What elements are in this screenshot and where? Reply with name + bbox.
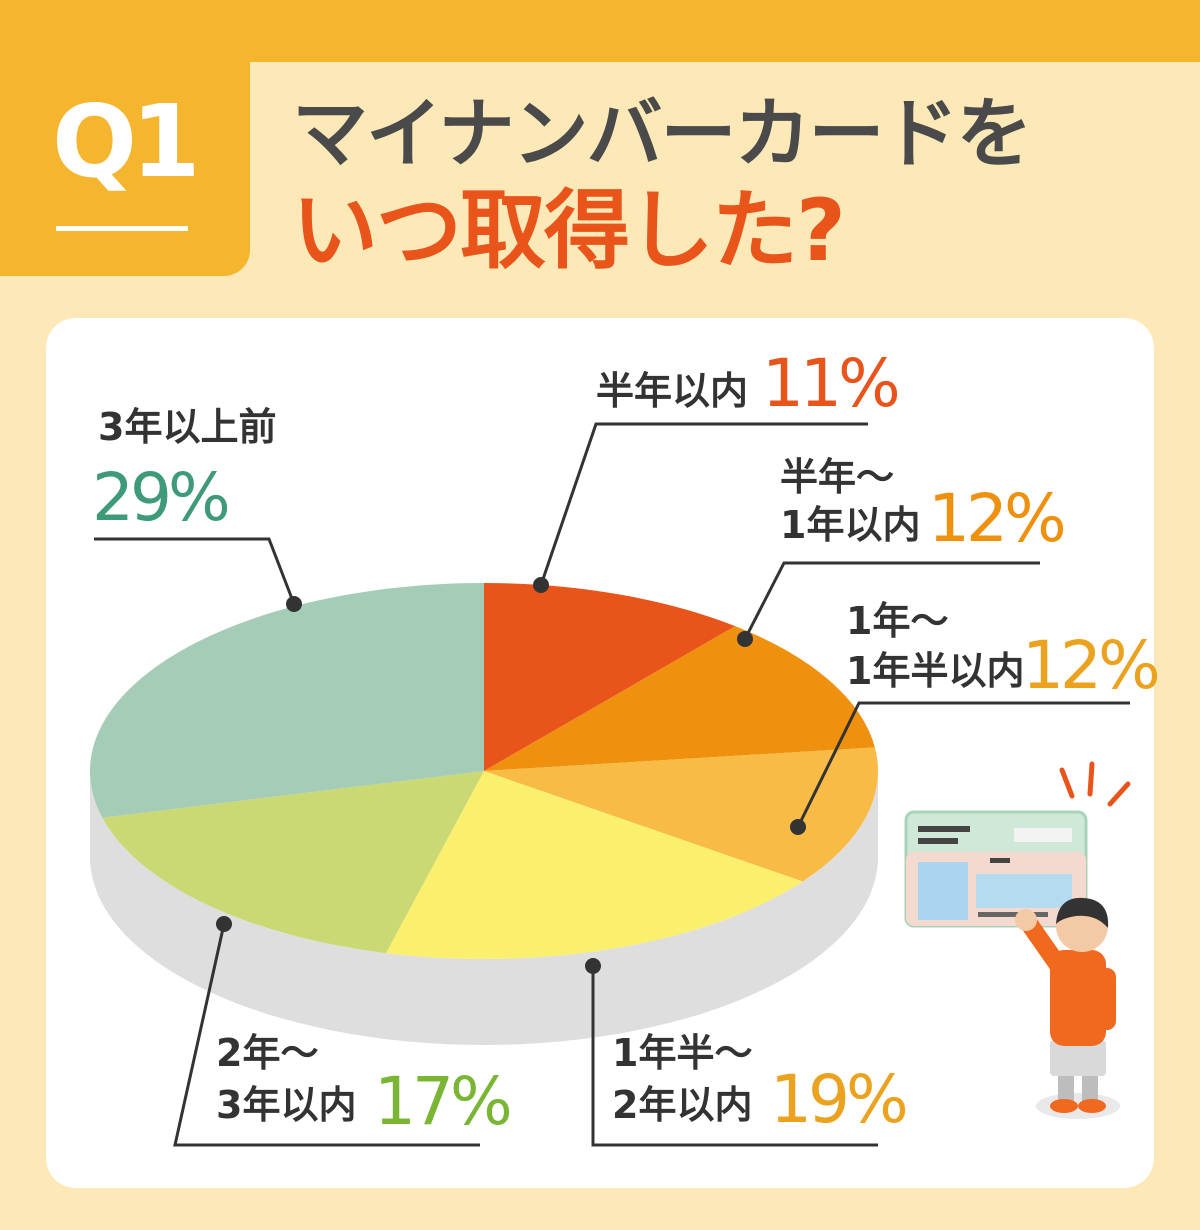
percent-label-half-year: 11% [762,345,898,422]
pie-side [90,771,878,1045]
pie-slice-1-to-1-5-years [484,747,878,882]
percent-label-2-to-3-years: 17% [374,1063,510,1140]
category-label-1-to-1-5-years-2: 1年半以内 [846,649,1024,693]
category-label-half-to-1-year-2: 1年以内 [780,503,920,547]
percent-label-half-to-1-year: 12% [928,480,1064,557]
leader-line-2-to-3-years [173,923,480,1147]
leader-dot-3-plus-years [286,596,302,612]
category-label-2-to-3-years-2: 3年以内 [216,1083,356,1127]
page-title-line-2: いつ取得した? [292,181,846,281]
leader-line-half-year [539,422,868,586]
leader-dot-1-to-1-5-years [790,819,806,835]
category-label-1-to-1-5-years-1: 1年〜 [846,599,948,643]
excitement-lines-icon [1059,761,1131,807]
pie-slice-1-5-to-2-years [386,771,803,959]
percent-label-1-5-to-2-years: 19% [770,1061,906,1138]
page-title-line-1: マイナンバーカードを [292,89,1032,178]
leader-lines [94,422,1130,1147]
category-label-half-to-1-year-1: 半年〜 [780,455,894,499]
top-band [0,0,1200,62]
pie-slice-half-year [484,583,736,771]
question-number: Q1 [52,83,201,200]
category-label-1-5-to-2-years-1: 1年半〜 [612,1031,752,1075]
leader-line-1-5-to-2-years [591,966,878,1147]
question-tab [0,62,250,276]
percent-label-3-plus-years: 29% [92,459,228,536]
category-label-2-to-3-years-1: 2年〜 [216,1031,318,1075]
leader-dot-half-year [533,577,549,593]
leader-line-1-to-1-5-years [796,701,1130,828]
category-label-3-plus-years-1: 3年以上前 [98,405,276,449]
category-label-1-5-to-2-years-2: 2年以内 [612,1083,752,1127]
pie-slices [89,583,878,959]
question-number-underline [56,226,188,231]
percent-label-1-to-1-5-years: 12% [1022,627,1158,704]
leader-dot-half-to-1-year [737,631,753,647]
pie-slice-3-plus-years [89,583,485,818]
leader-line-3-plus-years [94,537,296,605]
person-with-card-illustration [904,761,1131,1119]
pie-slice-2-to-3-years [102,771,484,954]
leader-line-half-to-1-year [743,561,1040,640]
pie-slice-half-to-1-year [484,626,875,771]
leader-dot-2-to-3-years [216,916,232,932]
category-label-half-year-1: 半年以内 [596,369,748,413]
leader-dot-1-5-to-2-years [585,958,601,974]
